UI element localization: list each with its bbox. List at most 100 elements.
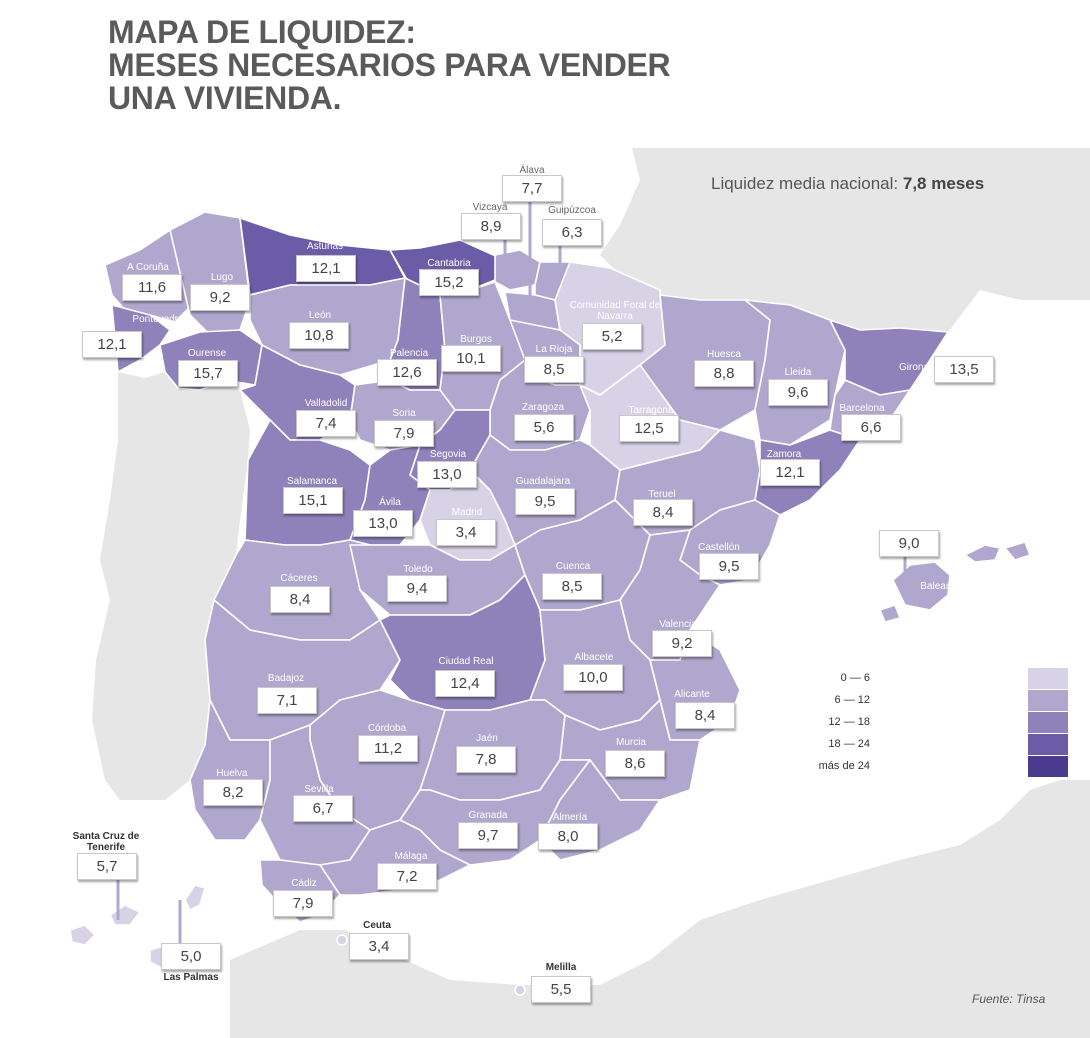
value-zamora: 7,4 xyxy=(296,410,356,437)
label-almeria: Almería xyxy=(552,812,588,823)
value-soria: 5,6 xyxy=(514,414,574,441)
label-cuenca: Cuenca xyxy=(555,561,591,572)
value-lleida: 9,6 xyxy=(768,379,828,406)
value-teruel: 8,4 xyxy=(633,499,693,526)
value-guipuzcoa: 6,3 xyxy=(542,219,602,246)
leader-lines xyxy=(116,200,907,945)
national-average-label: Liquidez media nacional: xyxy=(711,174,899,193)
label-soria: Zaragoza xyxy=(521,402,565,413)
value-pontevedra: 12,1 xyxy=(82,331,142,358)
label-palencia: Palencia xyxy=(389,348,429,359)
value-leon: 10,8 xyxy=(289,322,349,349)
value-valencia: 9,2 xyxy=(652,630,712,657)
label-madrid: Madrid xyxy=(451,507,483,518)
label-huesca: Huesca xyxy=(707,349,741,360)
value-murcia: 8,6 xyxy=(605,750,665,777)
value-vizcaya: 8,9 xyxy=(461,213,521,240)
label-cadiz: Cádiz xyxy=(291,878,317,889)
label-toledo: Toledo xyxy=(403,564,433,575)
value-granada: 9,7 xyxy=(458,822,518,849)
province-lleida[interactable] xyxy=(744,299,846,446)
legend-label: 0 — 6 xyxy=(840,672,870,684)
label-pontevedra: Pontevedra xyxy=(132,314,184,325)
value-la-rioja: 8,5 xyxy=(524,356,584,383)
label-caceres: Cáceres xyxy=(280,573,318,584)
label-guadalajara: Guadalajara xyxy=(515,476,571,487)
label-albacete: Albacete xyxy=(574,652,614,663)
value-palencia: 12,6 xyxy=(377,359,437,386)
value-a-coruna: 11,6 xyxy=(122,274,182,301)
label-navarra: Comunidad Foral de Navarra xyxy=(569,300,661,322)
value-cordoba: 11,2 xyxy=(358,735,418,762)
legend-label: más de 24 xyxy=(818,760,870,772)
value-guadalajara: 9,5 xyxy=(515,488,575,515)
province-baleares[interactable] xyxy=(879,541,1031,623)
national-average: Liquidez media nacional: 7,8 meses xyxy=(711,174,984,194)
value-cadiz: 7,9 xyxy=(273,890,333,917)
label-huelva: Huelva xyxy=(216,768,248,779)
value-zaragoza: 12,5 xyxy=(619,415,679,442)
value-segovia: 13,0 xyxy=(417,461,477,488)
title-line-3: UNA VIVIENDA. xyxy=(108,80,342,116)
province-girona[interactable] xyxy=(829,319,949,396)
legend-label: 18 — 24 xyxy=(828,738,870,750)
value-albacete: 10,0 xyxy=(563,664,623,691)
source-note: Fuente: Tinsa xyxy=(972,992,1046,1006)
province-melilla[interactable] xyxy=(514,984,526,996)
value-huelva: 8,2 xyxy=(203,779,263,806)
label-tarragona: Zamora xyxy=(766,449,802,460)
label-guipuzcoa: Guipúzcoa xyxy=(548,205,596,216)
label-a-coruna: A Coruña xyxy=(127,262,169,273)
value-madrid: 3,4 xyxy=(436,519,496,546)
national-average-value: 7,8 meses xyxy=(902,174,985,193)
label-zaragoza: Tarragona xyxy=(628,405,674,416)
value-tarragona: 12,1 xyxy=(760,459,820,486)
label-burgos: Burgos xyxy=(460,334,492,345)
value-lugo: 9,2 xyxy=(190,284,250,311)
value-huesca: 8,8 xyxy=(694,360,754,387)
value-malaga: 7,2 xyxy=(377,863,437,890)
value-salamanca: 15,1 xyxy=(283,487,343,514)
label-vizcaya: Vizcaya xyxy=(472,202,508,213)
value-sevilla: 6,7 xyxy=(293,795,353,822)
value-ceuta: 3,4 xyxy=(349,933,409,960)
label-alicante: Alicante xyxy=(674,689,710,700)
legend-label: 6 — 12 xyxy=(834,694,870,706)
label-sevilla: Sevilla xyxy=(304,784,334,795)
value-navarra: 5,2 xyxy=(582,323,642,350)
province-ceuta[interactable] xyxy=(336,934,348,946)
label-lugo: Lugo xyxy=(210,272,234,283)
label-malaga: Málaga xyxy=(394,851,428,862)
province-vizcaya[interactable] xyxy=(494,249,541,291)
label-avila: Ávila xyxy=(379,497,401,508)
value-toledo: 9,4 xyxy=(387,575,447,602)
label-ciudad-real: Ciudad Real xyxy=(438,656,494,667)
label-ceuta: Ceuta xyxy=(363,920,391,931)
value-baleares: 9,0 xyxy=(879,530,939,557)
value-ourense: 15,7 xyxy=(178,360,238,387)
value-caceres: 8,4 xyxy=(270,586,330,613)
label-badajoz: Badajoz xyxy=(267,673,305,684)
province-santa-cruz-de-tenerife[interactable] xyxy=(69,904,141,946)
label-cordoba: Córdoba xyxy=(367,723,407,734)
label-leon: León xyxy=(308,310,332,321)
label-castellon: Castellón xyxy=(698,542,740,553)
value-castellon: 9,5 xyxy=(699,553,759,580)
label-santa-cruz-de-tenerife: Santa Cruz de Tenerife xyxy=(72,831,140,853)
value-jaen: 7,8 xyxy=(456,746,516,773)
label-girona: Girona xyxy=(898,362,930,373)
value-santa-cruz-de-tenerife: 5,7 xyxy=(77,853,137,880)
value-asturias: 12,1 xyxy=(296,255,356,282)
label-valladolid: Soria xyxy=(392,408,416,419)
value-girona: 13,5 xyxy=(934,356,994,383)
label-granada: Granada xyxy=(468,810,508,821)
legend-label: 12 — 18 xyxy=(828,716,870,728)
label-alava: Álava xyxy=(519,165,545,176)
value-las-palmas: 5,0 xyxy=(161,943,221,970)
label-lleida: Lleida xyxy=(784,367,812,378)
france-land xyxy=(600,148,1090,332)
value-avila: 13,0 xyxy=(353,510,413,537)
label-cantabria: Cantabria xyxy=(427,258,471,269)
value-alava: 7,7 xyxy=(502,175,562,202)
label-barcelona: Barcelona xyxy=(839,403,885,414)
